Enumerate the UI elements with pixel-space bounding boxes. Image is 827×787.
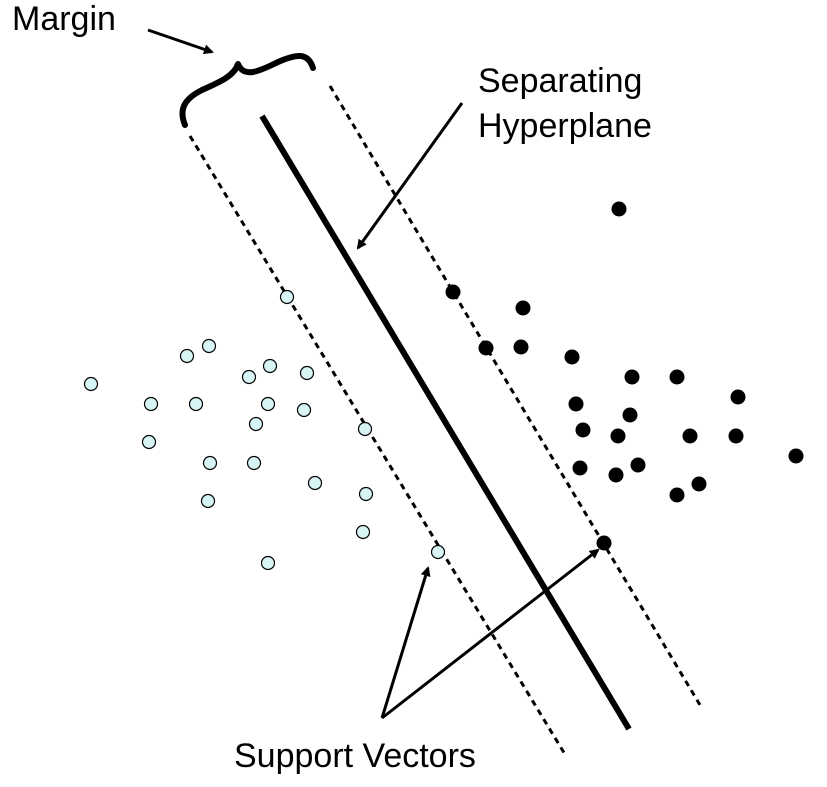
- filled-point: [608, 467, 624, 483]
- open-point: [260, 555, 276, 571]
- support-vectors-label: Support Vectors: [234, 737, 476, 775]
- support-vector-arrow-left: [380, 566, 431, 719]
- open-point: [141, 434, 157, 450]
- hyperplane-arrow: [356, 102, 464, 250]
- separating-hyperplane-label-line1: Separating: [478, 62, 643, 100]
- filled-point: [669, 487, 685, 503]
- margin-arrow: [147, 28, 214, 55]
- filled-point: [568, 396, 584, 412]
- open-point: [179, 348, 195, 364]
- filled-point: [624, 369, 640, 385]
- open-point: [202, 455, 218, 471]
- filled-point: [691, 476, 707, 492]
- open-point: [200, 493, 216, 509]
- filled-support-vector: [445, 284, 461, 300]
- open-point: [299, 365, 315, 381]
- open-point: [248, 416, 264, 432]
- filled-point: [564, 349, 580, 365]
- open-support-vector: [430, 544, 446, 560]
- open-point: [246, 455, 262, 471]
- open-point: [143, 396, 159, 412]
- filled-point: [728, 428, 744, 444]
- left-margin-line: [188, 135, 568, 757]
- separating-hyperplane-label-line2: Hyperplane: [478, 107, 652, 145]
- margin-brace: [179, 53, 316, 128]
- filled-point: [730, 389, 746, 405]
- open-point: [188, 396, 204, 412]
- open-point: [358, 486, 374, 502]
- filled-class-points: [445, 201, 804, 551]
- separating-hyperplane-line: [259, 114, 632, 731]
- filled-point: [622, 407, 638, 423]
- right-margin-line: [328, 85, 702, 706]
- open-point: [241, 369, 257, 385]
- filled-point: [513, 339, 529, 355]
- filled-point: [669, 369, 685, 385]
- margin-label: Margin: [12, 0, 116, 38]
- filled-point: [572, 460, 588, 476]
- open-point: [355, 524, 371, 540]
- open-point: [262, 358, 278, 374]
- filled-point: [682, 428, 698, 444]
- open-point: [83, 376, 99, 392]
- filled-point: [478, 340, 494, 356]
- filled-point: [788, 448, 804, 464]
- support-vector-arrow-right: [381, 548, 600, 720]
- open-class-points: [83, 289, 446, 571]
- filled-support-vector: [596, 535, 612, 551]
- open-point: [307, 475, 323, 491]
- open-support-vector: [279, 289, 295, 305]
- filled-point: [630, 457, 646, 473]
- filled-point: [611, 201, 627, 217]
- filled-point: [575, 422, 591, 438]
- open-point: [260, 396, 276, 412]
- filled-point: [610, 428, 626, 444]
- open-point: [201, 338, 217, 354]
- open-support-vector: [357, 421, 373, 437]
- open-point: [296, 402, 312, 418]
- filled-point: [515, 300, 531, 316]
